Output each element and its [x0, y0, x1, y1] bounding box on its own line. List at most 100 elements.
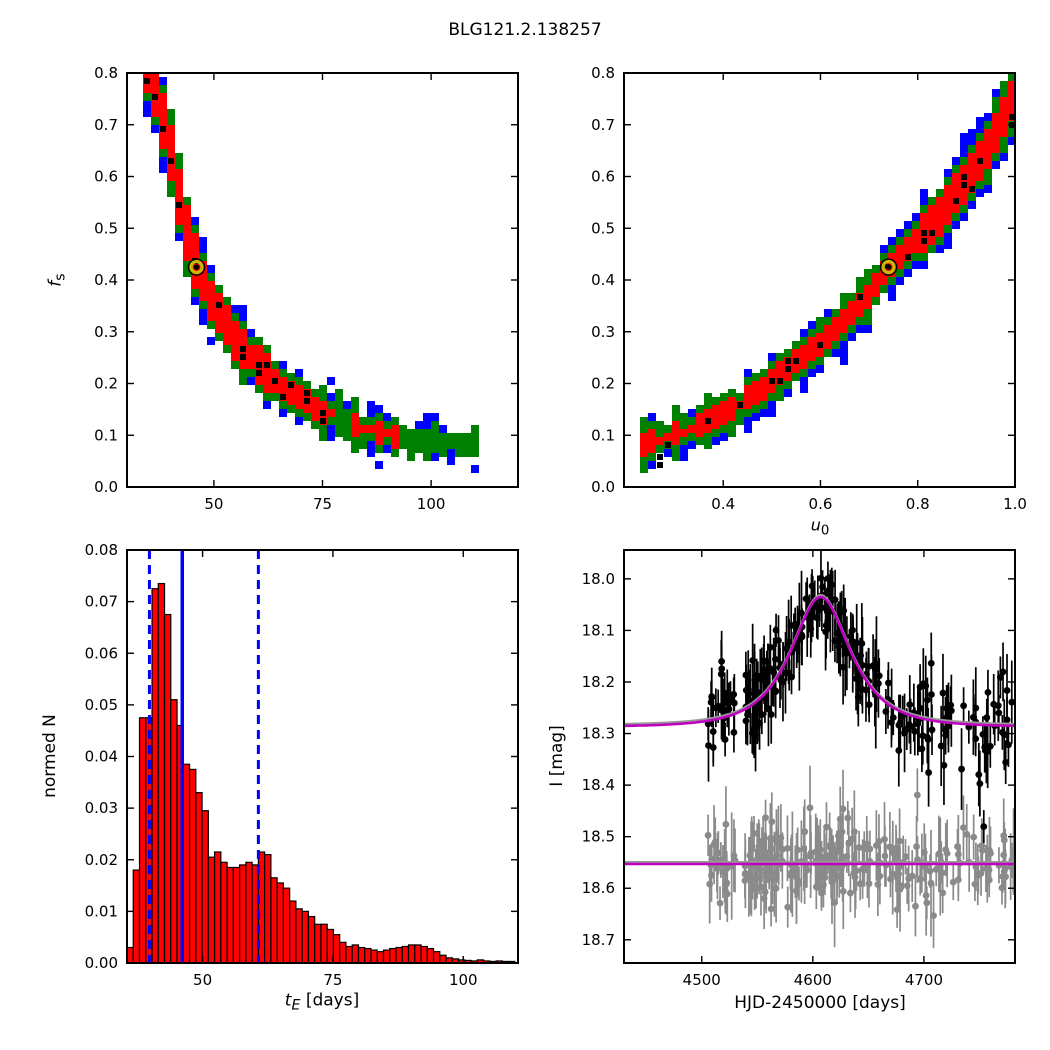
fs-vs-u0-ytick: 0.8: [591, 64, 615, 82]
fs-vs-te-content: [143, 73, 479, 473]
lightcurve-ytick: 18.5: [582, 828, 615, 846]
histogram-bar: [345, 945, 353, 963]
fs-vs-te-ytick: 0.1: [94, 426, 118, 444]
histogram-bar: [332, 934, 341, 963]
fs-vs-u0-xtick: 0.4: [711, 495, 735, 513]
histogram-bar: [245, 861, 253, 963]
fs-vs-te-ytick: 0.6: [94, 168, 118, 186]
te-histogram-ytick: 0.02: [85, 851, 118, 869]
histogram-bar: [439, 954, 447, 963]
fs-vs-u0-ytick: 0.3: [591, 323, 615, 341]
fs-vs-u0-xtick: 0.8: [906, 495, 930, 513]
histogram-bar: [151, 588, 159, 963]
histogram-bar: [226, 866, 234, 963]
histogram-bar: [339, 941, 347, 963]
ylabel-i-mag: I [mag]: [547, 725, 567, 787]
histogram-bar: [264, 853, 272, 963]
fs-vs-u0-xtick: 0.6: [809, 495, 833, 513]
fs-vs-te-ytick: 0.8: [94, 64, 118, 82]
subplot-fs-vs-te: 50 75 100 0.0 0.1 0.2 0.3 0.4 0.5 0.6 0.7 0.8: [94, 64, 519, 513]
lightcurve-xtick: 4500: [683, 971, 721, 989]
te-histogram-ytick: 0.08: [85, 541, 118, 559]
fs-vs-u0-content: [640, 73, 1015, 473]
histogram-bar: [407, 944, 416, 963]
histogram-bar: [357, 946, 366, 963]
histogram-bar: [320, 923, 328, 963]
histogram-bar: [138, 717, 147, 963]
histogram-bar: [232, 866, 241, 963]
lightcurve-ytick: 18.4: [582, 776, 615, 794]
fs-vs-u0-ytick: 0.4: [591, 271, 615, 289]
lightcurve-ytick: 18.3: [582, 725, 615, 743]
figure-title: BLG121.2.138257: [448, 20, 602, 40]
subplot-te-histogram: 50 75 100 0.00 0.01 0.02 0.03 0.04 0.05 0.06 0.07 0…: [85, 541, 519, 989]
histogram-bar: [376, 951, 385, 963]
fs-vs-te-ytick: 0.2: [94, 375, 118, 393]
lightcurve-ytick: 18.6: [582, 879, 615, 897]
model-curve: [624, 594, 1015, 725]
te-histogram-xtick: 75: [323, 971, 342, 989]
histogram-bar: [420, 945, 428, 963]
fs-vs-te-ytick: 0.0: [94, 478, 118, 496]
histogram-bar: [301, 910, 310, 963]
te-histogram-ytick: 0.04: [85, 748, 118, 766]
ylabel-fs: fs: [45, 273, 69, 287]
te-histogram-ytick: 0.03: [85, 799, 118, 817]
te-histogram-ytick: 0.00: [85, 954, 118, 972]
histogram-bar: [307, 915, 316, 963]
te-histogram-xtick: 50: [193, 971, 212, 989]
histogram-bar: [201, 810, 209, 963]
histogram-bar: [213, 851, 222, 963]
lightcurve-content: [624, 550, 1015, 948]
histogram-bar: [389, 947, 397, 963]
fs-vs-te-ytick: 0.4: [94, 271, 118, 289]
fs-vs-u0-ytick: 0.7: [591, 116, 615, 134]
fs-vs-te-ytick: 0.7: [94, 116, 118, 134]
histogram-bar: [289, 900, 297, 963]
te-histogram-ytick: 0.05: [85, 696, 118, 714]
histogram-bar: [276, 882, 285, 963]
fs-vs-u0-ytick: 0.2: [591, 375, 615, 393]
lightcurve-ytick: 18.7: [582, 931, 615, 949]
histogram-bar: [195, 792, 203, 963]
histogram-bar: [364, 947, 372, 963]
histogram-bar: [270, 877, 278, 963]
lightcurve-ytick: 18.0: [582, 570, 615, 588]
histogram-bar: [395, 946, 403, 963]
histogram-bar: [163, 613, 172, 963]
histogram-bar: [207, 856, 216, 963]
model-curve: [624, 595, 1015, 728]
fs-vs-te-ytick: 0.5: [94, 219, 118, 237]
te-histogram-content: [127, 550, 516, 963]
histogram-bar: [432, 951, 441, 963]
lightcurve-xtick: 4600: [794, 971, 832, 989]
histogram-bar: [239, 864, 247, 963]
histogram-bar: [182, 763, 191, 963]
fs-vs-u0-ytick: 0.1: [591, 426, 615, 444]
te-histogram-xtick: 100: [449, 971, 478, 989]
best-fit-marker: [187, 258, 206, 276]
lightcurve-xtick: 4700: [905, 971, 943, 989]
fs-vs-te-ytick: 0.3: [94, 323, 118, 341]
lightcurve-ytick: 18.2: [582, 673, 615, 691]
ylabel-normed-n: normed N: [40, 714, 60, 798]
fs-vs-te-xtick: 75: [313, 495, 332, 513]
fs-vs-te-xtick: 50: [204, 495, 223, 513]
te-histogram-ytick: 0.01: [85, 902, 118, 920]
histogram-bar: [188, 768, 197, 963]
histogram-bar: [382, 949, 391, 963]
xlabel-te: tE [days]: [284, 990, 360, 1014]
histogram-bar: [351, 944, 360, 963]
xlabel-u0: u0: [810, 515, 830, 539]
subplot-lightcurve: 4500 4600 4700 18.0 18.1 18.2 18.3 18.4 18.5 18.6…: [582, 549, 1016, 989]
histogram-bar: [414, 944, 422, 963]
fs-vs-u0-ytick: 0.5: [591, 219, 615, 237]
te-histogram-ytick: 0.07: [85, 593, 118, 611]
histogram-bar: [370, 949, 378, 963]
histogram-bar: [295, 908, 303, 963]
histogram-bar: [426, 947, 435, 963]
lightcurve-ytick: 18.1: [582, 621, 615, 639]
histogram-bar: [157, 582, 166, 963]
